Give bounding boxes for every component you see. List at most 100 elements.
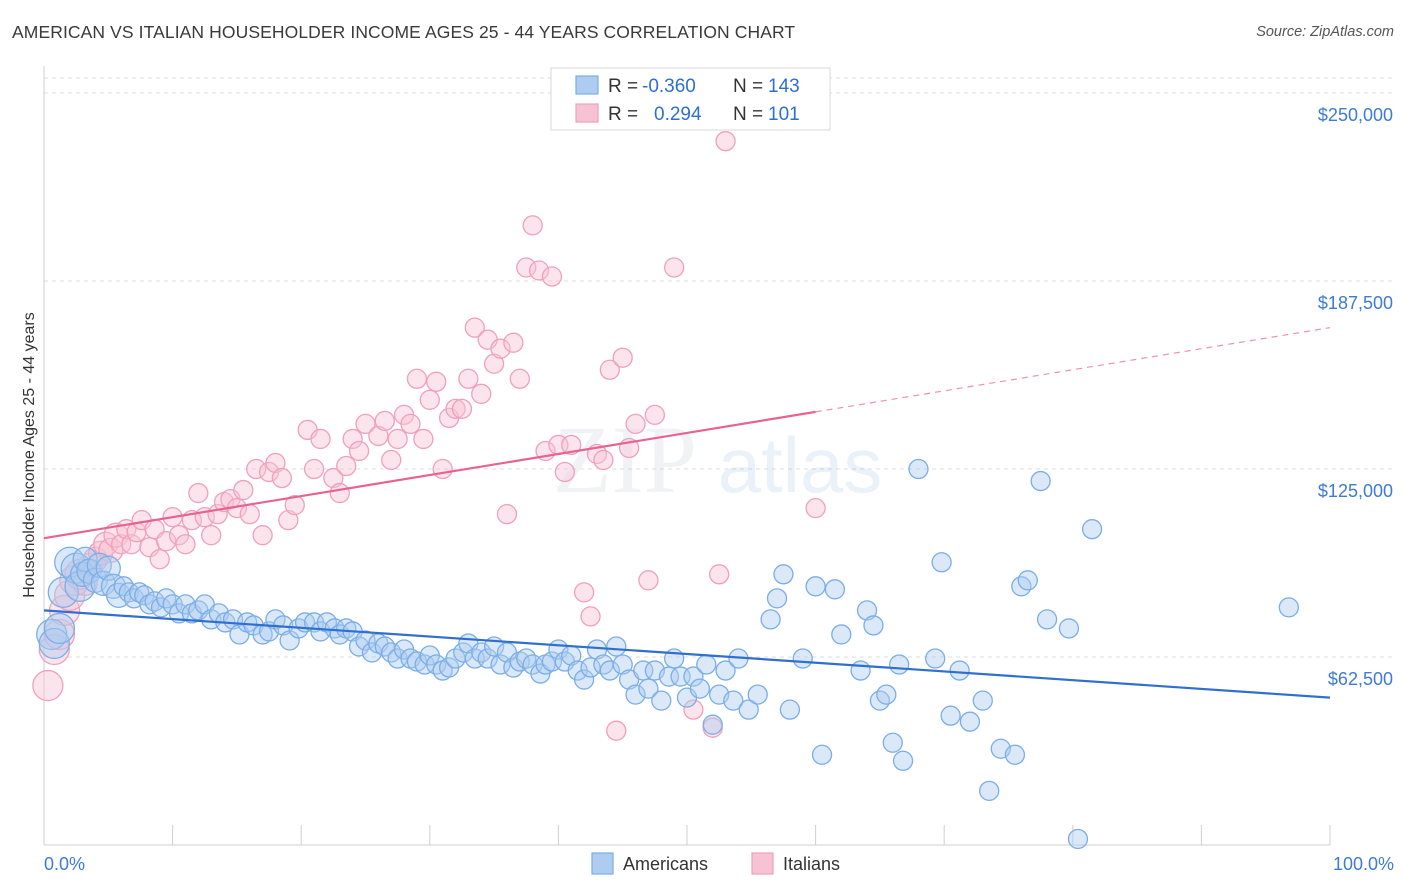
american-point <box>972 690 993 711</box>
italian-point <box>419 389 440 410</box>
y-tick-label: $250,000 <box>1318 105 1393 125</box>
italian-point <box>323 467 344 489</box>
american-point <box>1036 609 1058 630</box>
american-point <box>702 714 723 735</box>
italian-point <box>516 257 537 278</box>
americans-stat-swatch <box>575 75 599 95</box>
italian-point <box>175 534 196 555</box>
italian-point <box>374 410 395 432</box>
american-point <box>876 684 897 705</box>
italians-r-value: 0.294 <box>654 104 702 125</box>
y-tick-label: $125,000 <box>1318 481 1393 501</box>
italian-point <box>573 582 595 603</box>
american-point <box>689 678 711 699</box>
italian-point <box>593 449 614 471</box>
tick-labels: $62,500 $125,000 $187,500 $250,000 0.0% 100.0… <box>44 105 1394 874</box>
american-point <box>1011 576 1032 597</box>
italian-point <box>541 266 563 287</box>
american-point <box>43 612 76 645</box>
italian-point <box>348 440 370 462</box>
american-point <box>516 648 537 669</box>
italian-point <box>432 458 453 480</box>
american-point <box>573 669 595 690</box>
americans-n-label: N = <box>733 76 763 97</box>
italian-point <box>271 467 293 489</box>
italian-point <box>709 564 730 585</box>
y-tick-label: $62,500 <box>1328 669 1393 689</box>
italian-point <box>32 669 64 702</box>
american-point <box>738 699 759 720</box>
series-legend: Americans Italians <box>591 852 840 875</box>
italians-stat-swatch <box>575 103 599 123</box>
american-point <box>747 684 768 705</box>
chart-title: AMERICAN VS ITALIAN HOUSEHOLDER INCOME A… <box>12 22 796 42</box>
american-point <box>715 660 736 681</box>
italian-point <box>387 428 408 450</box>
legend-label-italians: Italians <box>783 854 840 874</box>
american-point <box>625 684 646 705</box>
watermark: ZIP atlas <box>553 406 882 513</box>
italian-point <box>458 368 479 389</box>
american-point <box>612 654 633 675</box>
american-point <box>773 564 794 585</box>
italian-point <box>496 503 518 525</box>
american-point <box>1067 828 1089 850</box>
legend-label-americans: Americans <box>623 854 708 874</box>
american-point <box>723 690 744 711</box>
american-point <box>925 648 946 669</box>
italian-point <box>490 338 511 359</box>
americans-trend-line <box>43 609 1331 699</box>
italian-point <box>683 699 704 720</box>
stats-legend: R = -0.360 N = 143 R = 0.294 N = 101 <box>550 67 831 131</box>
american-point <box>959 711 981 732</box>
italian-point <box>638 570 659 591</box>
american-point <box>979 780 1000 802</box>
legend-swatch-americans <box>591 852 614 875</box>
watermark-zip: ZIP <box>553 406 697 513</box>
american-point <box>856 600 878 621</box>
italian-point <box>451 398 473 420</box>
american-point <box>1004 744 1026 765</box>
italian-point <box>233 479 254 501</box>
americans-n-value: 143 <box>768 76 800 97</box>
american-point <box>850 660 871 681</box>
italian-point <box>329 482 350 504</box>
american-point <box>606 636 627 657</box>
american-point <box>599 660 620 681</box>
italian-point <box>368 425 389 447</box>
american-point <box>471 642 492 663</box>
italian-point <box>252 525 273 546</box>
italians-n-value: 101 <box>768 104 800 125</box>
italian-point <box>265 452 286 474</box>
italian-point <box>342 428 363 450</box>
italian-point <box>805 497 826 519</box>
italian-point <box>406 368 428 389</box>
italian-point <box>503 332 524 353</box>
italian-point <box>445 398 466 420</box>
american-point <box>811 744 833 765</box>
american-point <box>1278 597 1299 618</box>
italian-point <box>400 413 421 435</box>
y-axis-label: Householder Income Ages 25 - 44 years <box>21 312 38 598</box>
american-point <box>760 609 781 630</box>
watermark-atlas: atlas <box>718 421 883 509</box>
italians-trend-line <box>43 410 816 540</box>
italian-point <box>239 503 260 525</box>
italian-point <box>644 404 665 426</box>
italian-point <box>381 449 402 471</box>
american-point <box>651 690 672 711</box>
italian-point <box>149 549 170 570</box>
italian-point <box>528 260 550 281</box>
italian-point <box>554 461 575 483</box>
italians-trend-extension <box>815 327 1331 413</box>
series-americans <box>36 458 1299 850</box>
american-point <box>949 660 970 681</box>
americans-r-label: R = <box>608 76 638 97</box>
american-point <box>869 690 891 711</box>
italian-point <box>464 317 485 338</box>
axes <box>43 66 1331 846</box>
american-point <box>580 657 601 678</box>
american-point <box>426 654 447 675</box>
american-point <box>805 576 826 597</box>
